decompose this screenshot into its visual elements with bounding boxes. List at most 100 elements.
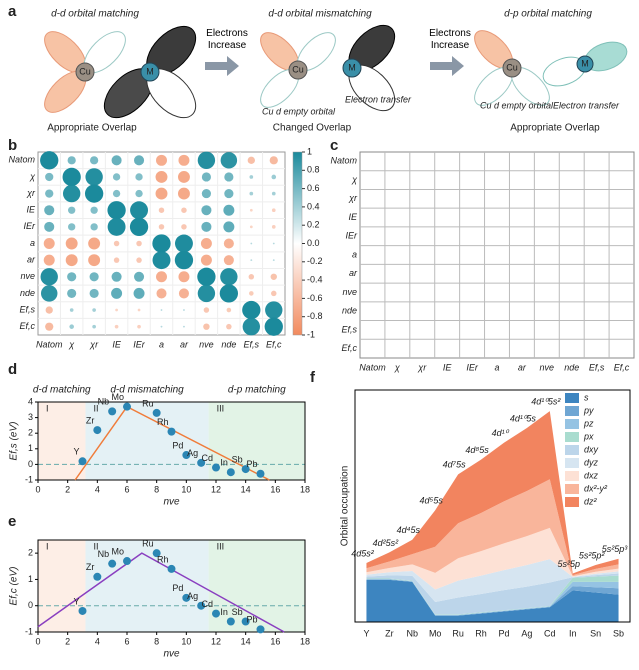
legend-swatch [565, 406, 579, 416]
arrow-label: Electrons Increase [429, 28, 471, 51]
corr-circle [250, 242, 253, 245]
legend-label: s [584, 392, 589, 402]
x-tick-label: 18 [300, 484, 310, 494]
corr-circle [220, 152, 238, 169]
x-tick-label: 2 [65, 484, 70, 494]
row-label: Ef,c [341, 343, 357, 353]
colorbar-label: -0.6 [307, 293, 323, 303]
col-label: IE [112, 339, 122, 349]
corr-circle [178, 288, 189, 299]
corr-circle [265, 301, 283, 319]
corr-circle [155, 187, 168, 200]
corr-circle [45, 172, 54, 182]
m-orbital [103, 25, 197, 119]
x-tick-label: 12 [211, 636, 221, 646]
colorbar-label: 0.2 [307, 220, 320, 230]
colorbar-label: -0.8 [307, 311, 323, 321]
point [226, 468, 235, 477]
area-layer [366, 578, 619, 616]
corr-circle [90, 223, 98, 231]
corr-circle [45, 306, 53, 314]
x-tick-label: 18 [300, 636, 310, 646]
point-label: Rh [157, 417, 169, 427]
legend-label: px [583, 431, 594, 441]
corr-circle [44, 221, 55, 232]
col-label: Natom [359, 362, 386, 372]
corr-circle [65, 237, 78, 250]
corr-circle [62, 167, 81, 187]
col-label: Ef,s [589, 362, 605, 372]
row-label: a [352, 249, 357, 259]
plot-frame [359, 151, 635, 359]
corr-circle [152, 234, 171, 253]
x-tick-label: 16 [270, 636, 280, 646]
corr-circle [201, 172, 211, 182]
legend-swatch [565, 432, 579, 442]
point [167, 564, 176, 573]
region-label: II [93, 403, 98, 413]
corr-circle [67, 272, 77, 282]
corr-circle [200, 238, 212, 249]
x-tick-label: Nb [407, 628, 419, 638]
point-label: Pb [246, 615, 257, 625]
colorbar-label: 0.8 [307, 165, 320, 175]
corr-circle [160, 325, 163, 328]
point [108, 407, 117, 416]
point [93, 426, 102, 435]
annotation: 4d⁸5s [465, 445, 489, 455]
annotation: 4d¹⁰ [492, 428, 510, 438]
point-label: In [220, 458, 228, 468]
point-label: Sb [232, 607, 243, 617]
corr-circle [134, 271, 145, 282]
corr-circle [114, 324, 119, 329]
annotation: 5s²5p³ [602, 544, 629, 554]
corr-circle [133, 287, 145, 299]
region-label: I [46, 403, 49, 413]
corr-circle [178, 154, 190, 166]
corr-circle [40, 285, 58, 302]
region [85, 402, 209, 480]
legend-label: dx²-y² [584, 483, 608, 493]
x-tick-label: 6 [124, 636, 129, 646]
point-label: Ru [142, 539, 154, 549]
corr-circle [136, 240, 142, 247]
col-label: IEr [133, 339, 146, 349]
corr-circle [242, 317, 261, 336]
corr-circle [181, 224, 187, 230]
corr-circle [68, 223, 76, 231]
corr-circle [242, 300, 261, 320]
atom-label: M [348, 62, 356, 72]
point-label: Zr [86, 415, 95, 425]
col-label: χr [89, 339, 99, 349]
x-tick-label: 6 [124, 484, 129, 494]
row-label: Ef,c [19, 321, 35, 331]
corr-circle [200, 254, 212, 266]
region-title: d-d mismatching [110, 385, 184, 396]
corr-circle [111, 155, 122, 166]
annotation: 4d⁵5s [420, 496, 444, 506]
point [256, 625, 265, 634]
row-label: nde [342, 306, 357, 316]
annotation: 4d5s² [351, 548, 375, 558]
legend-label: pz [583, 418, 594, 428]
legend-label: dxz [584, 470, 599, 480]
point [123, 557, 131, 566]
corr-circle [248, 274, 255, 280]
x-tick-label: 16 [270, 484, 280, 494]
row-label: IEr [345, 231, 358, 241]
m-orbital [542, 41, 628, 87]
point-label: Mo [111, 546, 124, 556]
row-label: IE [348, 212, 358, 222]
point [93, 572, 102, 581]
corr-circle [62, 184, 81, 203]
panel-label: c [330, 137, 338, 154]
corr-circle [178, 271, 190, 283]
corr-circle [183, 325, 185, 328]
corr-circle [134, 155, 145, 166]
x-tick-label: Rh [475, 628, 487, 638]
region [38, 540, 86, 632]
col-label: Ef,s [244, 339, 260, 349]
x-tick-label: 2 [65, 636, 70, 646]
atom-label: Cu [506, 62, 518, 72]
region-title: d-p matching [228, 385, 286, 396]
